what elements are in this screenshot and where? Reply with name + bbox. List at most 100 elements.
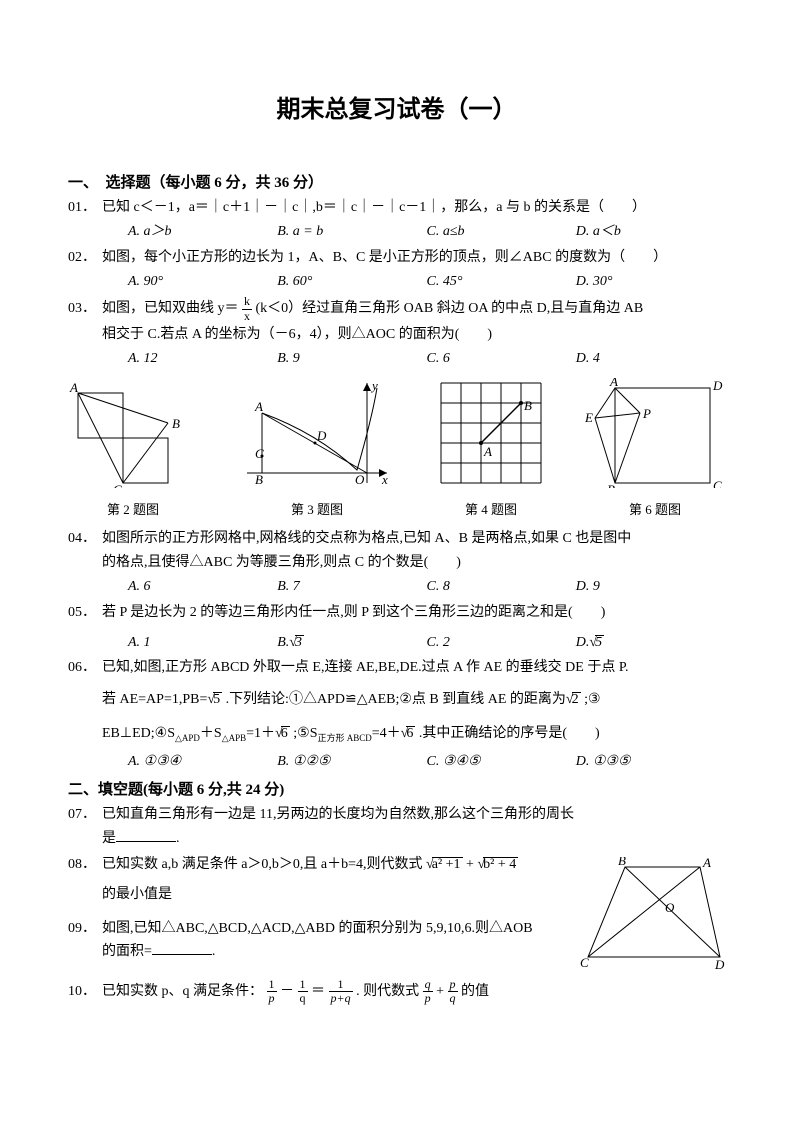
- q08-num: 08．: [68, 853, 102, 877]
- fig3-svg: A B C D O x y: [237, 378, 397, 488]
- svg-text:C: C: [580, 955, 589, 970]
- svg-text:C: C: [255, 446, 264, 461]
- svg-text:A: A: [69, 380, 78, 395]
- q06-optC: C. ③④⑤: [427, 750, 576, 774]
- q05-text: 若 P 是边长为 2 的等边三角形内任一点,则 P 到这个三角形三边的距离之和是…: [102, 601, 725, 625]
- q06-t1: 已知,如图,正方形 ABCD 外取一点 E,连接 AE,BE,DE.过点 A 作…: [102, 656, 725, 680]
- q02-num: 02．: [68, 246, 102, 270]
- svg-text:O: O: [355, 472, 365, 487]
- q10-t3: 的值: [461, 984, 489, 999]
- q06-line2: 若 AE=AP=1,PB=5 .下列结论:①△APD≌△AEB;②点 B 到直线…: [68, 688, 725, 712]
- question-03: 03． 如图，已知双曲线 y＝ kx (k＜0）经过直角三角形 OAB 斜边 O…: [68, 295, 725, 370]
- svg-text:C: C: [713, 478, 722, 488]
- q07-t3: .: [176, 831, 180, 846]
- fig2-cap: 第 2 题图: [68, 499, 198, 521]
- svg-text:D: D: [714, 957, 725, 972]
- q04-optB: B. 7: [277, 575, 426, 599]
- question-06: 06． 已知,如图,正方形 ABCD 外取一点 E,连接 AE,BE,DE.过点…: [68, 656, 725, 773]
- figure-2: A B C 第 2 题图: [68, 378, 198, 521]
- question-05: 05． 若 P 是边长为 2 的等边三角形内任一点,则 P 到这个三角形三边的距…: [68, 601, 725, 655]
- q06-line3: EB⊥ED;④S△APD＋S△APB=1＋6 ;⑤S正方形 ABCD=4＋6 .…: [68, 722, 725, 746]
- q07-line2: 是.: [68, 827, 725, 851]
- q09-blank: [152, 941, 212, 955]
- figure-6: A D C B E P 第 6 题图: [585, 378, 725, 521]
- q04-num: 04．: [68, 527, 102, 551]
- q01-optD: D. a＜b: [576, 220, 725, 244]
- q09-t3: .: [212, 944, 216, 959]
- q05-optA: A. 1: [128, 631, 277, 655]
- svg-text:O: O: [665, 900, 675, 915]
- q07-blank: [116, 828, 176, 842]
- question-10: 10． 已知实数 p、q 满足条件： 1p － 1q ＝ 1p+q . 则代数式…: [68, 978, 725, 1005]
- q04-optD: D. 9: [576, 575, 725, 599]
- q06-t2: 若 AE=AP=1,PB=: [102, 692, 207, 707]
- question-04: 04． 如图所示的正方形网格中,网格线的交点称为格点,已知 A、B 是两格点,如…: [68, 527, 725, 598]
- q06-t4: ;③: [581, 692, 601, 707]
- svg-text:A: A: [483, 444, 492, 459]
- q06-optD: D. ①③⑤: [576, 750, 725, 774]
- svg-text:B: B: [255, 472, 263, 487]
- svg-text:B: B: [172, 416, 180, 431]
- svg-text:y: y: [370, 378, 378, 393]
- q10-num: 10．: [68, 980, 102, 1004]
- q03-text3: 相交于 C.若点 A 的坐标为（－6，4），则△AOC 的面积为( ): [68, 323, 725, 347]
- fig4-svg: A B: [436, 378, 546, 488]
- fig3-cap: 第 3 题图: [237, 499, 397, 521]
- figures-row: A B C 第 2 题图 A B C D O x y 第 3 题图: [68, 378, 725, 521]
- q06-t9: =4＋: [372, 726, 401, 741]
- q10-t1: 已知实数 p、q 满足条件：: [102, 984, 263, 999]
- svg-text:C: C: [113, 482, 122, 488]
- svg-text:D: D: [316, 428, 327, 443]
- svg-text:B: B: [524, 398, 532, 413]
- fig9-svg: B A C D O: [580, 857, 725, 977]
- q06-t10: .其中正确结论的序号是( ): [415, 726, 599, 741]
- q04-optA: A. 6: [128, 575, 277, 599]
- svg-text:E: E: [585, 410, 593, 425]
- question-01: 01． 已知 c＜－1，a＝｜c＋1｜－｜c｜,b＝｜c｜－｜c－1｜，那么，a…: [68, 196, 725, 244]
- q07-t2: 是: [102, 831, 116, 846]
- q04-t2: 的格点,且使得△ABC 为等腰三角形,则点 C 的个数是( ): [68, 551, 725, 575]
- q05-optC: C. 2: [427, 631, 576, 655]
- q01-optC: C. a≤b: [427, 220, 576, 244]
- q02-optC: C. 45°: [427, 270, 576, 294]
- q07-num: 07．: [68, 803, 102, 827]
- q02-optD: D. 30°: [576, 270, 725, 294]
- q10-t2: . 则代数式: [356, 984, 419, 999]
- q01-optA: A. a＞b: [128, 220, 277, 244]
- figure-3: A B C D O x y 第 3 题图: [237, 378, 397, 521]
- q03-num: 03．: [68, 297, 102, 321]
- q06-t5: EB⊥ED;④S: [102, 726, 175, 741]
- q06-num: 06．: [68, 656, 102, 680]
- q03-optA: A. 12: [128, 347, 277, 371]
- q01-optB: B. a = b: [277, 220, 426, 244]
- q05-num: 05．: [68, 601, 102, 625]
- fig4-cap: 第 4 题图: [436, 499, 546, 521]
- svg-text:A: A: [702, 857, 711, 870]
- q08-t1: 已知实数 a,b 满足条件 a＞0,b＞0,且 a＋b=4,则代数式 a² +1…: [102, 853, 572, 877]
- frac-kx: kx: [242, 295, 252, 322]
- svg-text:B: B: [607, 482, 615, 488]
- svg-text:A: A: [254, 399, 263, 414]
- q06-optB: B. ①②⑤: [277, 750, 426, 774]
- q06-t3: .下列结论:①△APD≌△AEB;②点 B 到直线 AE 的距离为: [222, 692, 566, 707]
- q02-optA: A. 90°: [128, 270, 277, 294]
- q06-t6: ＋S: [200, 726, 222, 741]
- q07-t1: 已知直角三角形有一边是 11,另两边的长度均为自然数,那么这个三角形的周长: [102, 803, 725, 827]
- q03-optB: B. 9: [277, 347, 426, 371]
- svg-text:P: P: [642, 406, 651, 421]
- q05-optD: D.5: [576, 631, 725, 655]
- q06-optA: A. ①③④: [128, 750, 277, 774]
- q03-text1: 如图，已知双曲线 y＝ kx (k＜0）经过直角三角形 OAB 斜边 OA 的中…: [102, 295, 725, 322]
- q04-t1: 如图所示的正方形网格中,网格线的交点称为格点,已知 A、B 是两格点,如果 C …: [102, 527, 725, 551]
- svg-text:A: A: [609, 378, 618, 389]
- question-07: 07． 已知直角三角形有一边是 11,另两边的长度均为自然数,那么这个三角形的周…: [68, 803, 725, 851]
- q01-text: 已知 c＜－1，a＝｜c＋1｜－｜c｜,b＝｜c｜－｜c－1｜，那么，a 与 b…: [102, 196, 725, 220]
- q09-t2: 的面积=: [102, 944, 152, 959]
- q03-t1: 如图，已知双曲线 y＝: [102, 301, 239, 316]
- q04-optC: C. 8: [427, 575, 576, 599]
- q03-optC: C. 6: [427, 347, 576, 371]
- svg-text:x: x: [381, 472, 388, 487]
- q05-optB: B.3: [277, 631, 426, 655]
- section-1-header: 一、 选择题（每小题 6 分，共 36 分）: [68, 171, 725, 197]
- q09-num: 09．: [68, 917, 102, 941]
